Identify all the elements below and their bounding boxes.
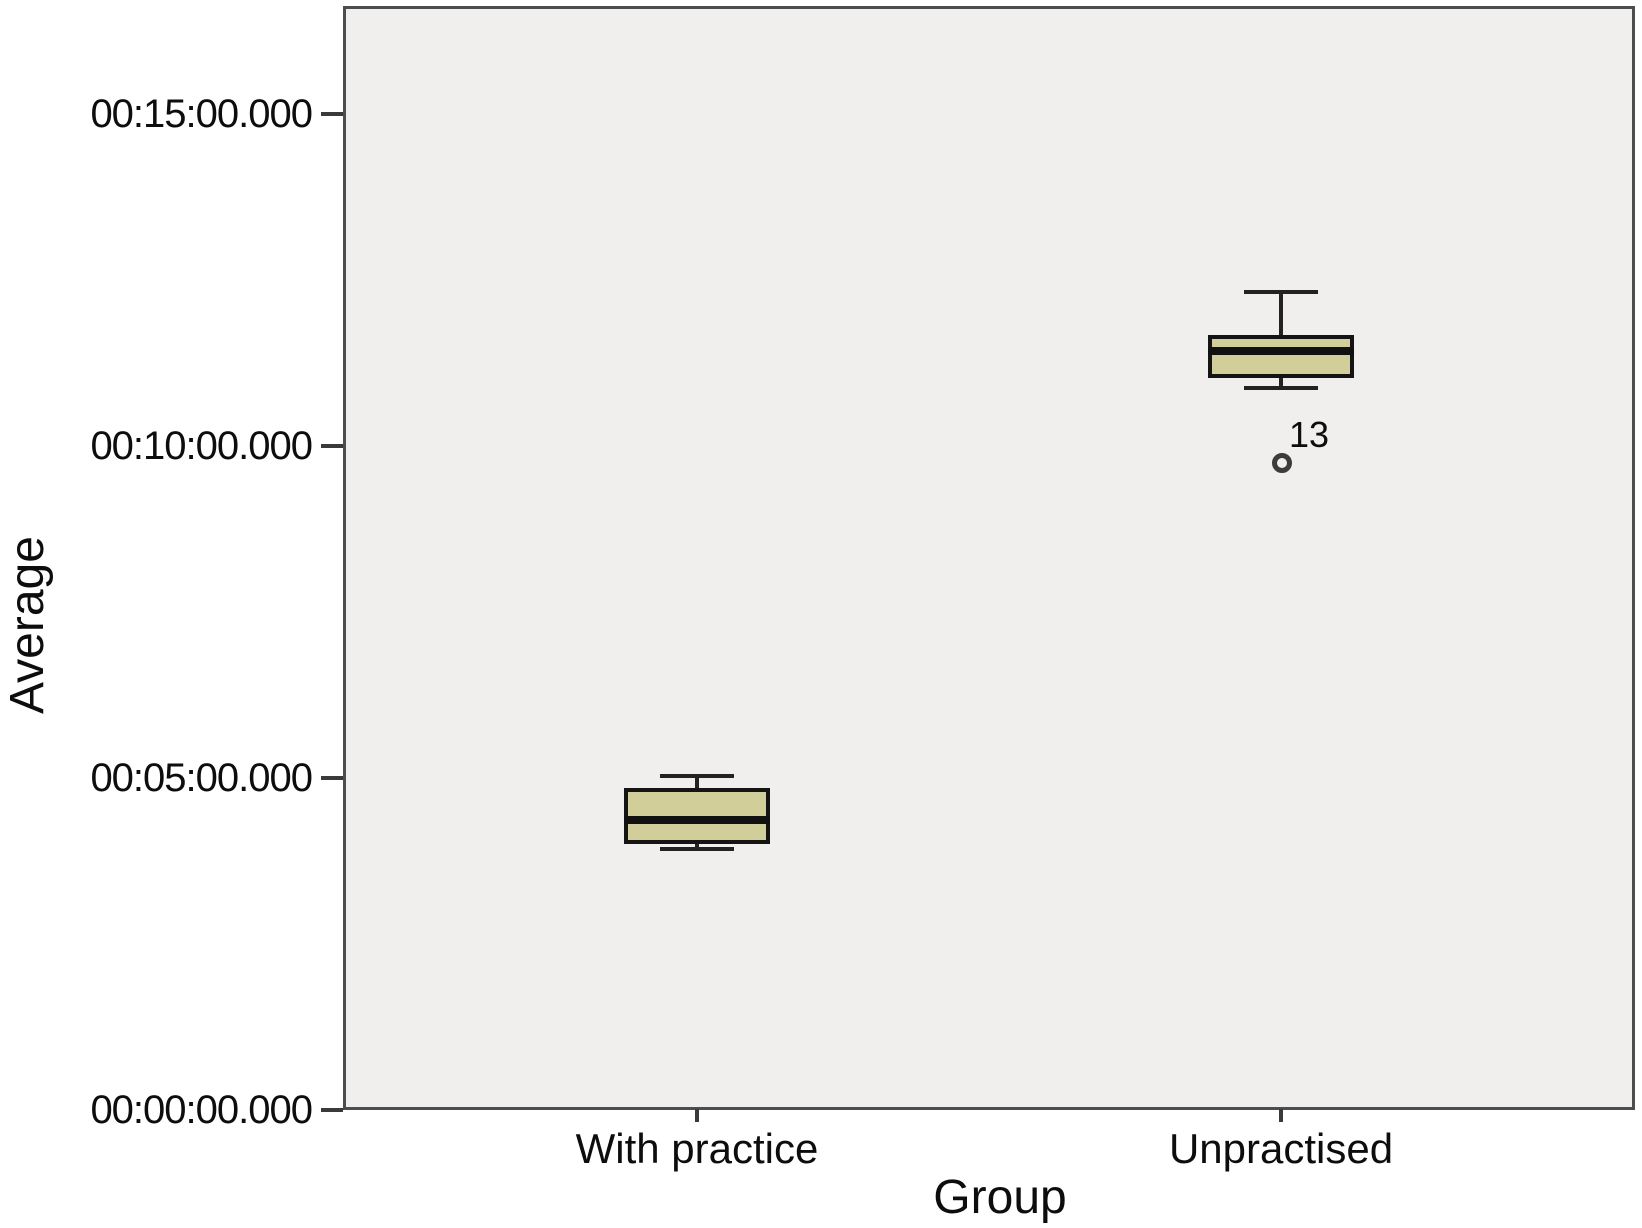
upper-whisker-stem: [695, 775, 699, 788]
lower-whisker-cap: [660, 846, 734, 851]
y-tick-label: 00:00:00.000: [90, 1088, 313, 1132]
y-tick-label: 00:05:00.000: [90, 756, 313, 800]
y-axis-tick: [321, 444, 343, 448]
category-label: With practice: [575, 1125, 819, 1172]
lower-whisker-cap: [1244, 386, 1318, 391]
outlier-case-label: 13: [1289, 413, 1330, 455]
plot-area: [343, 6, 1635, 1110]
category-label: Unpractised: [1168, 1125, 1394, 1172]
y-tick-label: 00:10:00.000: [90, 424, 313, 468]
y-axis-tick: [321, 776, 343, 780]
y-tick-label: 00:15:00.000: [90, 92, 313, 136]
x-axis-title: Group: [933, 1171, 1067, 1224]
upper-whisker-cap: [660, 773, 734, 778]
upper-whisker-cap: [1244, 290, 1318, 295]
x-axis-tick: [695, 1109, 699, 1122]
iqr-box: [1208, 335, 1354, 379]
median-line: [624, 816, 770, 825]
y-axis-tick: [321, 1108, 343, 1112]
lower-whisker-stem: [1279, 378, 1283, 389]
y-axis-tick: [321, 112, 343, 116]
upper-whisker-stem: [1279, 292, 1283, 336]
x-axis-tick: [1279, 1109, 1283, 1122]
y-axis-title: Average: [1, 536, 54, 714]
lower-whisker-stem: [695, 844, 699, 849]
outlier-point: [1272, 452, 1292, 473]
median-line: [1208, 346, 1354, 355]
